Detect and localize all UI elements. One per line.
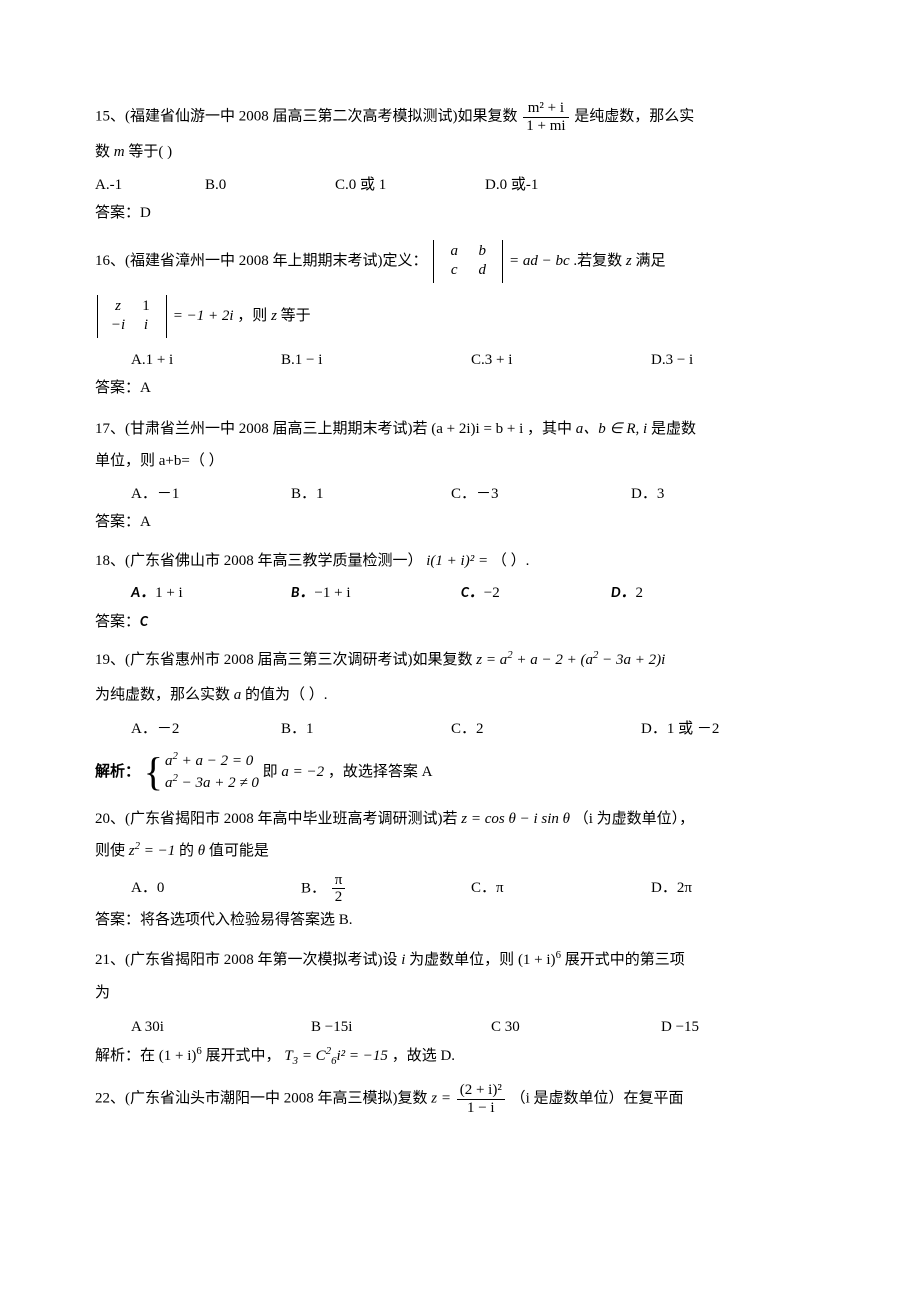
question-16: 16、(福建省漳州一中 2008 年上期期末考试)定义： ab cd = ad … bbox=[95, 240, 825, 283]
q20-options: A．0 B． π2 C．π D．2π bbox=[95, 872, 825, 906]
q17-answer: 答案：A bbox=[95, 508, 825, 537]
q15-opt-a: A.-1 bbox=[95, 171, 205, 200]
q18-options: A．1 + i B．−1 + i C．−2 D．2 bbox=[95, 579, 825, 608]
q20-expr: z = cos θ − i sin θ bbox=[461, 811, 570, 827]
q21-line2: 为 bbox=[95, 979, 825, 1008]
q18-opt-d: D．2 bbox=[611, 579, 643, 608]
q21-opt-d: D −15 bbox=[661, 1013, 699, 1042]
q16-line2: z1 −ii = −1 + 2i ，则 z 等于 bbox=[95, 295, 825, 338]
q22-fraction: (2 + i)² 1 − i bbox=[457, 1082, 505, 1116]
question-21: 21、(广东省揭阳市 2008 年第一次模拟考试)设 i 为虚数单位，则 (1 … bbox=[95, 946, 825, 975]
q18-expr: i(1 + i)² = bbox=[426, 553, 488, 569]
q17-opt-c: C．－3 bbox=[451, 480, 631, 509]
q15-answer: 答案：D bbox=[95, 199, 825, 228]
q19-brace: { a2 + a − 2 = 0 a2 − 3a + 2 ≠ 0 bbox=[144, 750, 259, 795]
q20-text-b: （i 为虚数单位）， bbox=[574, 811, 694, 827]
q16-det1: ab cd bbox=[433, 240, 503, 283]
q15-text-b: 是纯虚数，那么实 bbox=[574, 108, 694, 124]
q16-opt-d: D.3 − i bbox=[651, 346, 693, 375]
q20-opt-d: D．2π bbox=[651, 874, 692, 903]
q20-line2: 则使 z2 = −1 的 θ 值可能是 bbox=[95, 837, 825, 866]
q19-opt-a: A．－2 bbox=[131, 715, 281, 744]
q19-solution: 解析： { a2 + a − 2 = 0 a2 − 3a + 2 ≠ 0 即 a… bbox=[95, 750, 825, 795]
q17-line2: 单位，则 a+b=（ ） bbox=[95, 447, 825, 476]
q21-T3: T3 = C26i² = −15 bbox=[284, 1048, 388, 1064]
q18-opt-b: B．−1 + i bbox=[291, 579, 461, 608]
q17-options: A．－1 B．1 C．－3 D．3 bbox=[95, 480, 825, 509]
question-17: 17、(甘肃省兰州一中 2008 届高三上期期末考试)若 (a + 2i)i =… bbox=[95, 415, 825, 444]
q17-opt-d: D．3 bbox=[631, 480, 664, 509]
q21-solution: 解析：在 (1 + i)6 展开式中， T3 = C26i² = −15 ，故选… bbox=[95, 1042, 825, 1071]
q16-opt-c: C.3 + i bbox=[471, 346, 651, 375]
q19-text-a: 19、(广东省惠州市 2008 届高三第三次调研考试)如果复数 bbox=[95, 652, 473, 668]
q22-text-a: 22、(广东省汕头市潮阳一中 2008 年高三模拟)复数 bbox=[95, 1090, 428, 1106]
q15-line2-b: 等于( ) bbox=[128, 144, 172, 160]
q15-line2-a: 数 bbox=[95, 144, 110, 160]
q16-z: z bbox=[626, 252, 632, 268]
q15-opt-b: B.0 bbox=[205, 171, 335, 200]
q16-answer: 答案：A bbox=[95, 374, 825, 403]
question-22: 22、(广东省汕头市潮阳一中 2008 年高三模拟)复数 z = (2 + i)… bbox=[95, 1082, 825, 1116]
q19-line2: 为纯虚数，那么实数 a 的值为（ ）. bbox=[95, 681, 825, 710]
q19-opt-b: B．1 bbox=[281, 715, 451, 744]
question-20: 20、(广东省揭阳市 2008 年高中毕业班高考调研测试)若 z = cos θ… bbox=[95, 805, 825, 834]
q18-opt-a: A．1 + i bbox=[131, 579, 291, 608]
question-15: 15、(福建省仙游一中 2008 届高三第二次高考模拟测试)如果复数 m² + … bbox=[95, 100, 825, 134]
q18-text-b: （ ）. bbox=[492, 553, 530, 569]
q17-text-a: 17、(甘肃省兰州一中 2008 届高三上期期末考试)若 bbox=[95, 421, 428, 437]
q15-options: A.-1 B.0 C.0 或 1 D.0 或-1 bbox=[95, 171, 825, 200]
q19-opt-d: D．1 或 －2 bbox=[641, 715, 719, 744]
q18-answer: 答案：C bbox=[95, 608, 825, 637]
q16-text-d: ，则 bbox=[237, 307, 267, 323]
brace-icon: { bbox=[144, 752, 163, 792]
q20-text-a: 20、(广东省揭阳市 2008 年高中毕业班高考调研测试)若 bbox=[95, 811, 458, 827]
q16-det2: z1 −ii bbox=[97, 295, 167, 338]
q16-options: A.1 + i B.1 − i C.3 + i D.3 − i bbox=[95, 346, 825, 375]
q20-answer: 答案：将各选项代入检验易得答案选 B. bbox=[95, 906, 825, 935]
q15-opt-c: C.0 或 1 bbox=[335, 171, 485, 200]
q20-opt-a: A．0 bbox=[131, 874, 301, 903]
q20-expr2: z2 = −1 bbox=[129, 843, 176, 859]
q18-text-a: 18、(广东省佛山市 2008 年高三教学质量检测一） bbox=[95, 553, 423, 569]
q15-text-a: 15、(福建省仙游一中 2008 届高三第二次高考模拟测试)如果复数 bbox=[95, 108, 518, 124]
q19-brace-line2: a2 − 3a + 2 ≠ 0 bbox=[165, 775, 259, 791]
q19-opt-c: C．2 bbox=[451, 715, 641, 744]
q16-text-c: 满足 bbox=[636, 252, 666, 268]
q17-opt-a: A．－1 bbox=[131, 480, 291, 509]
q18-opt-c: C．−2 bbox=[461, 579, 611, 608]
q15-frac-num: m² + i bbox=[523, 100, 568, 118]
q17-ab: a、b ∈ R, i bbox=[576, 421, 647, 437]
q19-brace-line1: a2 + a − 2 = 0 bbox=[165, 753, 253, 769]
q16-opt-b: B.1 − i bbox=[281, 346, 471, 375]
q16-eq1: = ad − bc bbox=[509, 252, 570, 268]
q21-opt-a: A 30i bbox=[131, 1013, 311, 1042]
q16-eq2: = −1 + 2i bbox=[173, 307, 234, 323]
q21-options: A 30i B −15i C 30 D −15 bbox=[95, 1013, 825, 1042]
q21-opt-c: C 30 bbox=[491, 1013, 661, 1042]
question-18: 18、(广东省佛山市 2008 年高三教学质量检测一） i(1 + i)² = … bbox=[95, 547, 825, 576]
q15-fraction: m² + i 1 + mi bbox=[523, 100, 568, 134]
q15-line2: 数 m 等于( ) bbox=[95, 138, 825, 167]
q21-opt-b: B −15i bbox=[311, 1013, 491, 1042]
q17-expr: (a + 2i)i = b + i bbox=[431, 421, 523, 437]
q20-opt-c: C．π bbox=[471, 874, 651, 903]
q16-opt-a: A.1 + i bbox=[131, 346, 281, 375]
q15-frac-den: 1 + mi bbox=[523, 118, 568, 135]
q17-text-c: 是虚数 bbox=[651, 421, 696, 437]
q22-text-b: （i 是虚数单位）在复平面 bbox=[511, 1090, 684, 1106]
q20-opt-b: B． π2 bbox=[301, 872, 471, 906]
question-19: 19、(广东省惠州市 2008 届高三第三次调研考试)如果复数 z = a2 +… bbox=[95, 646, 825, 675]
q16-text-b: .若复数 bbox=[573, 252, 622, 268]
q19-options: A．－2 B．1 C．2 D．1 或 －2 bbox=[95, 715, 825, 744]
q21-expr: (1 + i)6 bbox=[518, 952, 561, 968]
q17-opt-b: B．1 bbox=[291, 480, 451, 509]
q15-m: m bbox=[114, 144, 125, 160]
q16-text-e: 等于 bbox=[281, 307, 311, 323]
q16-text-a: 16、(福建省漳州一中 2008 年上期期末考试)定义： bbox=[95, 252, 428, 268]
q19-expr: z = a2 + a − 2 + (a2 − 3a + 2)i bbox=[476, 652, 665, 668]
q15-opt-d: D.0 或-1 bbox=[485, 171, 538, 200]
q21-text-a: 21、(广东省揭阳市 2008 年第一次模拟考试)设 bbox=[95, 952, 398, 968]
q17-text-b: ，其中 bbox=[527, 421, 572, 437]
